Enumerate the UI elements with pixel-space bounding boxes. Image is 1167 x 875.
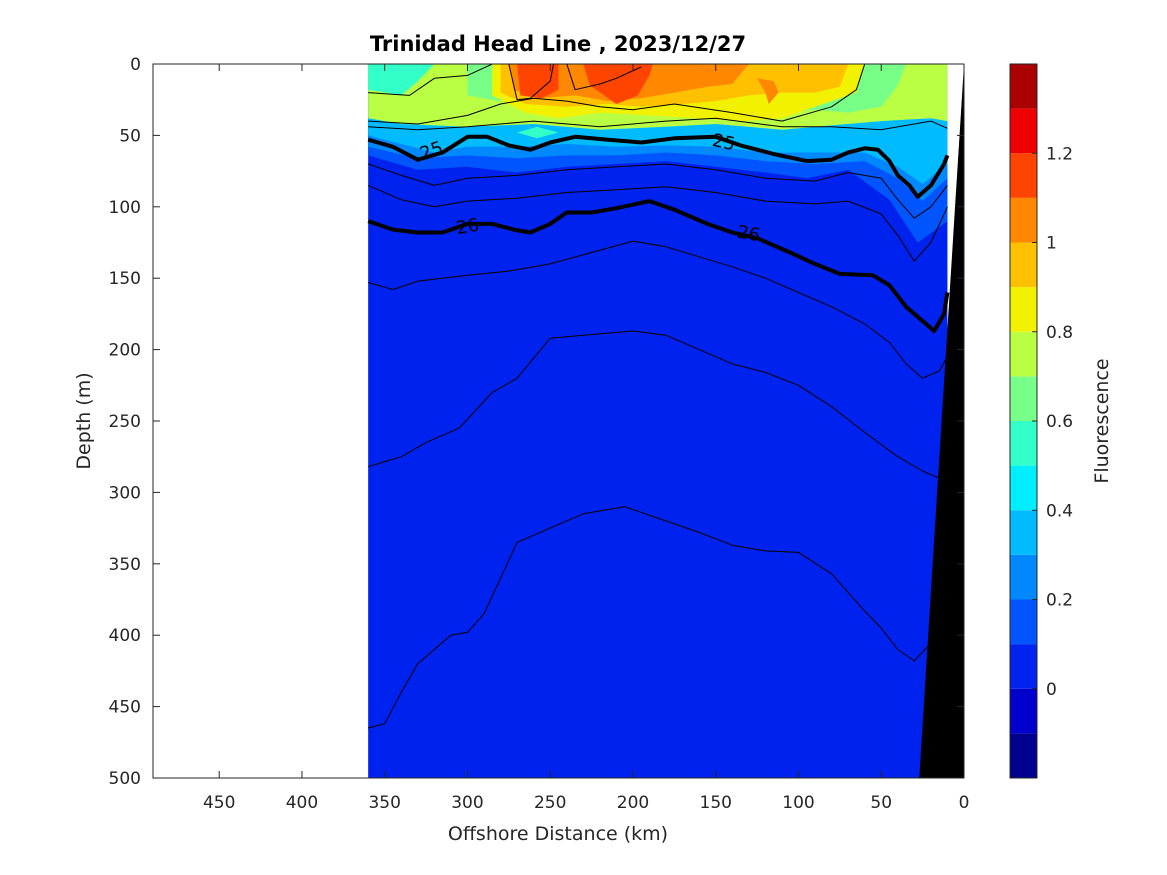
colorbar-tick-label: 1 [1046, 234, 1057, 254]
y-tick-label: 50 [119, 126, 141, 146]
colorbar-segment [1010, 688, 1037, 734]
colorbar-segment [1010, 376, 1037, 421]
colorbar-label: Fluorescence [1091, 358, 1113, 483]
colorbar-segment [1010, 108, 1037, 154]
fluorescence-patch [757, 78, 779, 104]
colorbar-tick-label: 0.4 [1046, 501, 1073, 521]
band-deep [368, 64, 948, 778]
bathymetry [919, 64, 964, 778]
sigma-theta-contours [367, 64, 950, 729]
y-tick-label: 450 [109, 698, 141, 718]
fluorescence-patches [368, 64, 907, 139]
contour-line [368, 184, 948, 262]
x-tick-label: 200 [617, 793, 649, 813]
colorbar-segment [1010, 153, 1037, 198]
x-tick-label: 450 [203, 793, 235, 813]
colorbar-tick-label: 0.6 [1046, 412, 1073, 432]
x-tick-label: 250 [534, 793, 566, 813]
y-tick-label: 150 [109, 269, 141, 289]
colorbar-segment [1010, 64, 1037, 109]
y-tick-label: 300 [109, 483, 141, 503]
contour-line [368, 506, 928, 729]
contour-line [368, 117, 948, 131]
y-tick-label: 250 [109, 412, 141, 432]
colorbar-segment [1010, 733, 1037, 778]
fluorescence-patch [368, 64, 435, 96]
colorbar-tick-label: 0.8 [1046, 323, 1073, 343]
fluorescence-fill-bands [368, 64, 948, 778]
y-tick-label: 400 [109, 626, 141, 646]
x-tick-label: 350 [368, 793, 400, 813]
x-tick-label: 50 [870, 793, 892, 813]
colorbar-segment [1010, 331, 1037, 377]
colorbar-segment [1010, 510, 1037, 555]
fluorescence-patch [517, 64, 559, 99]
x-tick-label: 300 [451, 793, 483, 813]
contour-line-emphasis [367, 134, 950, 199]
contour-label: 26 [735, 222, 761, 247]
contour-label: 26 [455, 215, 481, 240]
plot-area [367, 64, 964, 778]
y-tick-label: 500 [109, 769, 141, 789]
contour-line [368, 163, 948, 219]
colorbar-segment [1010, 197, 1037, 243]
contour-line [566, 64, 642, 91]
y-tick-label: 200 [109, 341, 141, 361]
y-axis-label: Depth (m) [73, 372, 95, 469]
colorbar-segment [1010, 421, 1037, 466]
chart-title: Trinidad Head Line , 2023/12/27 [370, 32, 746, 56]
x-tick-label: 100 [782, 793, 814, 813]
y-tick-label: 100 [109, 198, 141, 218]
colorbar-tick-label: 0 [1046, 680, 1057, 700]
colorbar-segment [1010, 554, 1037, 600]
contour-line [368, 64, 866, 125]
colorbar-segment [1010, 242, 1037, 288]
fluorescence-patch [583, 64, 653, 104]
contour-line [368, 240, 948, 379]
fluorescence-patch [517, 126, 559, 139]
x-tick-label: 400 [286, 793, 318, 813]
contour-line [508, 64, 554, 101]
colorbar-segment [1010, 465, 1037, 511]
x-axis-label: Offshore Distance (km) [448, 823, 668, 845]
colorbar-segment [1010, 644, 1037, 689]
contour-line [368, 64, 493, 96]
contour-line-emphasis [367, 199, 950, 333]
x-axis: 450 400 350 300 250 200 150 100 50 0 [203, 64, 969, 813]
contour-line [368, 330, 940, 479]
y-axis: 0 50 100 150 200 250 300 350 400 450 500 [109, 55, 964, 789]
y-tick-label: 0 [130, 55, 141, 75]
x-tick-label: 0 [959, 793, 970, 813]
contour-label: 25 [710, 130, 737, 155]
colorbar-segment [1010, 287, 1037, 332]
x-tick-label: 150 [700, 793, 732, 813]
colorbar-tick-label: 0.2 [1046, 591, 1073, 611]
colorbar [1009, 63, 1038, 779]
y-tick-label: 350 [109, 555, 141, 575]
colorbar-segment [1010, 599, 1037, 645]
bathymetry-shelf [919, 64, 964, 778]
colorbar-ticks: 0 0.2 0.4 0.6 0.8 1 1.2 [1032, 144, 1073, 700]
colorbar-tick-label: 1.2 [1046, 144, 1073, 164]
